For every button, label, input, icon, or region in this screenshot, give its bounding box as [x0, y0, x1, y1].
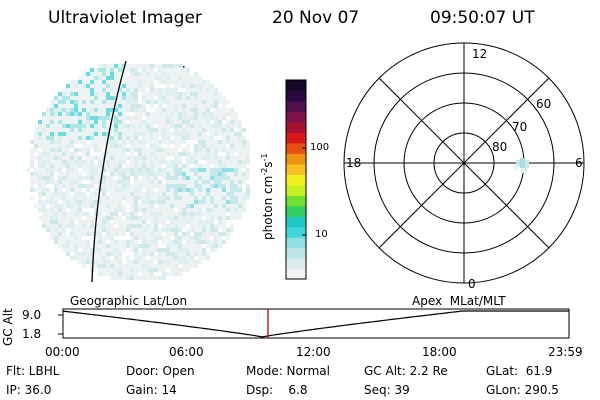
orbit-xtick-2: 12:00 [296, 345, 331, 359]
status-gc-alt: GC Alt: 2.2 Re [364, 364, 448, 378]
orbit-left-label: Geographic Lat/Lon [70, 294, 188, 308]
auroral-patch [514, 158, 529, 173]
orbit-xtick-1: 06:00 [169, 345, 204, 359]
mlt-label-6: 6 [575, 156, 583, 170]
mlt-label-12: 12 [472, 47, 488, 61]
status-dsp: Dsp: 6.8 [246, 383, 308, 397]
status-mode: Mode: Normal [246, 364, 330, 378]
colorbar-tick-100: 100 [310, 142, 330, 153]
lat-label-80: 80 [492, 140, 508, 154]
altitude-curve [62, 310, 569, 338]
colorbar-label: photon cm-2s-1 [260, 153, 275, 240]
mlt-label-0: 0 [468, 277, 476, 291]
orbit-ytick-9: 9.0 [22, 308, 42, 322]
status-glon: GLon: 290.5 [486, 383, 559, 397]
orbit-xtick-3: 18:00 [422, 345, 457, 359]
time-label: 09:50:07 UT [430, 8, 535, 28]
terminator-line [91, 60, 127, 283]
status-seq: Seq: 39 [364, 383, 410, 397]
orbit-ytick-1-8: 1.8 [22, 327, 42, 341]
status-glat: GLat: 61.9 [486, 364, 553, 378]
orbit-right-label: Apex MLat/MLT [412, 294, 506, 308]
orbit-plot [58, 308, 570, 339]
lat-label-70: 70 [512, 120, 528, 134]
orbit-xtick-0: 00:00 [45, 345, 80, 359]
mlt-label-18: 18 [346, 156, 362, 170]
status-gain: Gain: 14 [126, 383, 177, 397]
app-title: Ultraviolet Imager [48, 8, 202, 28]
colorbar-tick-10: 10 [315, 229, 328, 240]
lat-label-60: 60 [536, 97, 552, 111]
orbit-y-title: GC Alt [1, 308, 15, 346]
polar-plot [343, 42, 585, 284]
colorbar [285, 79, 307, 280]
earth-image [26, 60, 250, 283]
status-ip: IP: 36.0 [6, 383, 52, 397]
status-door: Door: Open [126, 364, 195, 378]
status-flt: Flt: LBHL [6, 364, 60, 378]
date-label: 20 Nov 07 [272, 8, 360, 28]
orbit-xtick-4: 23:59 [548, 345, 583, 359]
